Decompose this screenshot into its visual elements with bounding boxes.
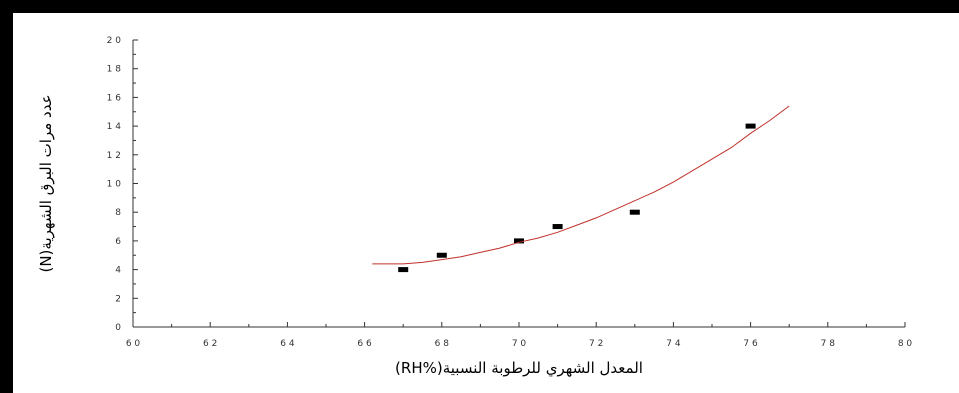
fit-curve [372,105,790,265]
y-tick-label: 4 [115,266,121,276]
data-point [436,252,447,258]
data-point [629,209,640,215]
chart-panel: 6 0 6 2 6 4 6 6 6 8 7 0 7 2 7 4 7 6 7 8 8 0 0 2 4 6 8 1… [13,13,959,393]
data-point [552,224,563,230]
x-ticks: 6 0 6 2 6 4 6 6 6 8 7 0 7 2 7 4 7 6 7 8 8 0 [126,322,913,349]
series-layer [372,105,790,273]
x-tick-label: 6 2 [203,339,217,349]
y-tick-label: 6 [115,237,121,247]
y-tick-label: 2 [115,294,121,304]
chart: 6 0 6 2 6 4 6 6 6 8 7 0 7 2 7 4 7 6 7 8 8 0 0 2 4 6 8 1… [37,36,913,378]
y-tick-label: 1 6 [107,93,122,103]
x-tick-label: 6 0 [126,339,141,349]
axes [132,40,905,328]
y-tick-label: 1 8 [107,65,122,75]
x-tick-label: 7 2 [589,339,603,349]
x-tick-label: 7 6 [743,339,758,349]
y-tick-label: 1 0 [107,180,122,190]
x-axis-title: (RH%)المعدل الشهري للرطوبة النسبية [395,359,643,378]
y-axis-title: (N)عدد مرات البرق الشهرية [37,94,55,272]
x-tick-label: 6 6 [357,339,372,349]
data-point [514,238,524,244]
y-tick-label: 1 4 [107,122,122,132]
x-tick-label: 6 4 [280,339,295,349]
x-tick-label: 7 0 [512,339,527,349]
x-tick-label: 7 4 [666,339,681,349]
x-tick-label: 6 8 [435,339,450,349]
data-point [745,123,756,129]
y-tick-label: 8 [115,208,121,218]
data-point [398,267,409,273]
x-tick-label: 8 0 [898,339,913,349]
y-tick-label: 2 0 [107,36,122,46]
y-tick-label: 0 [115,323,121,333]
y-tick-label: 1 2 [107,151,121,161]
y-ticks: 0 2 4 6 8 1 0 1 2 1 4 1 6 1 8 2 0 [107,36,138,333]
x-tick-label: 7 8 [821,339,836,349]
